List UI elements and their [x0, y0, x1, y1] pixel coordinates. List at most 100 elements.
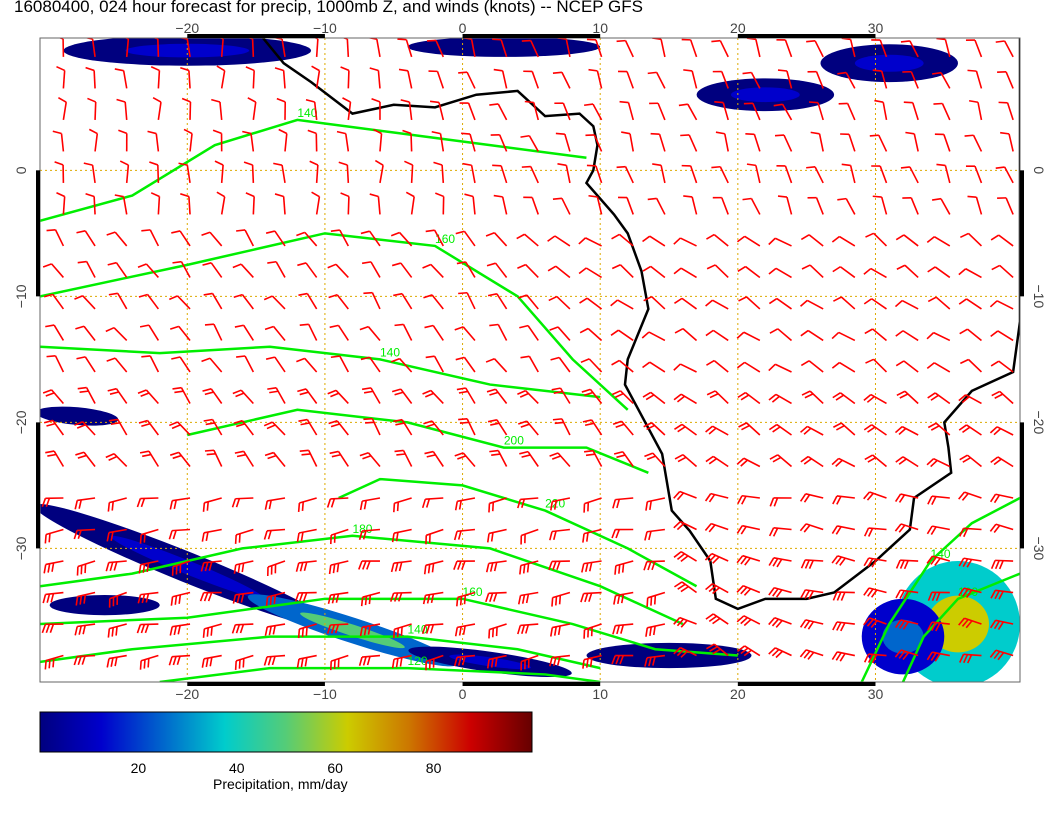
barb-staff [114, 357, 128, 373]
wind-barb [358, 560, 380, 570]
barb-staff [496, 293, 508, 310]
barb-staff [272, 452, 286, 467]
barb-feather [967, 654, 973, 664]
barb-feather [300, 422, 310, 426]
barb-feather [147, 130, 157, 135]
barb-feather [462, 625, 466, 635]
wind-barb [927, 591, 950, 602]
wind-barb [800, 234, 824, 247]
wind-barb [990, 330, 1014, 342]
barb-feather [330, 498, 336, 508]
barb-staff [586, 297, 603, 310]
barb-feather [806, 166, 816, 169]
wind-barb [486, 654, 507, 669]
wind-barb [85, 192, 96, 215]
barb-feather [147, 658, 150, 668]
barb-staff [904, 390, 919, 405]
wind-barb [340, 66, 350, 89]
barb-feather [178, 594, 182, 604]
barb-feather [208, 561, 213, 571]
wind-barb [552, 71, 571, 89]
barb-feather [799, 649, 807, 658]
barb-feather [551, 387, 561, 391]
wind-barb [519, 324, 539, 341]
barb-feather [774, 134, 785, 137]
wind-barb [926, 362, 951, 373]
barb-staff [745, 422, 761, 436]
barb-staff [393, 528, 412, 535]
barb-feather [269, 595, 273, 606]
barb-feather [963, 528, 969, 538]
barb-feather [931, 622, 937, 632]
barb-feather [397, 592, 403, 602]
wind-barb [360, 230, 381, 247]
barb-feather [965, 589, 973, 598]
wind-barb [736, 524, 761, 535]
wind-barb [328, 294, 349, 310]
barb-feather [998, 560, 1004, 570]
barb-staff [587, 327, 603, 342]
barb-staff [307, 323, 318, 341]
barb-staff [305, 262, 318, 278]
barb-feather [673, 363, 681, 371]
barb-feather [831, 331, 840, 340]
wind-barb [613, 591, 634, 605]
barb-feather [644, 657, 648, 667]
barb-feather [299, 562, 304, 572]
barb-staff [304, 231, 318, 247]
barb-feather [517, 263, 526, 269]
barb-feather [832, 266, 841, 273]
barb-feather [965, 620, 973, 629]
barb-feather [960, 232, 969, 239]
wind-barb [833, 296, 856, 310]
barb-feather [588, 592, 593, 602]
barb-staff [83, 325, 96, 341]
barb-staff [346, 38, 350, 57]
barb-feather [141, 422, 151, 428]
barb-feather [46, 593, 51, 603]
wind-barb [297, 623, 317, 639]
wind-barb [358, 654, 381, 666]
barb-staff [742, 584, 761, 594]
barb-staff [425, 497, 444, 500]
wind-barb [488, 497, 507, 513]
barb-feather [51, 562, 55, 572]
barb-feather [298, 292, 308, 296]
wind-barb [170, 591, 191, 606]
barb-staff [435, 40, 445, 58]
barb-feather [773, 103, 783, 107]
barb-feather [643, 561, 648, 571]
barb-staff [649, 361, 666, 373]
barb-feather [150, 66, 160, 72]
barb-feather [304, 657, 308, 667]
barb-staff [997, 456, 1014, 468]
barb-staff [1006, 102, 1014, 121]
barb-feather [328, 420, 338, 425]
wind-barb [894, 493, 919, 503]
barb-feather [706, 390, 716, 396]
wind-barb [581, 560, 602, 573]
lat-scale-bar [1020, 422, 1024, 549]
barb-feather [736, 645, 746, 653]
barb-staff [935, 296, 951, 310]
wind-barb [297, 497, 317, 513]
wind-barb [456, 261, 476, 278]
wind-barb [959, 527, 982, 538]
barb-feather [647, 71, 657, 75]
barb-feather [457, 656, 462, 666]
barb-staff [935, 422, 951, 436]
wind-barb [644, 452, 666, 468]
barb-staff [681, 581, 698, 594]
barb-staff [840, 296, 856, 310]
barb-feather [994, 393, 1004, 399]
barb-staff [776, 297, 792, 310]
barb-feather [235, 498, 241, 508]
wind-barb [391, 388, 413, 404]
barb-feather [867, 528, 874, 537]
barb-feather [400, 626, 403, 636]
barb-staff [900, 589, 919, 594]
wind-barb [178, 162, 191, 184]
barb-feather [45, 392, 55, 397]
barb-feather [74, 295, 84, 300]
barb-feather [363, 500, 367, 510]
